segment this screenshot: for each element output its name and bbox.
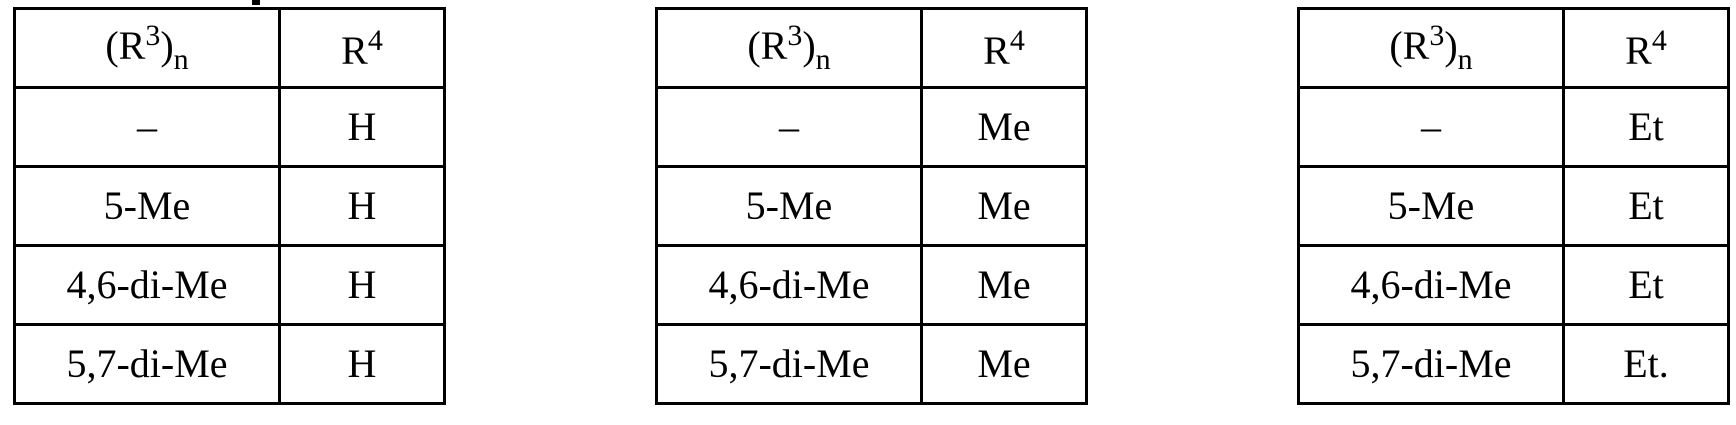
r3n-cell: 5-Me (15, 167, 280, 246)
r3n-cell: 4,6-di-Me (15, 246, 280, 325)
r4-cell: Et (1564, 246, 1729, 325)
header-r4: R4 (922, 9, 1087, 88)
r4-cell: Et (1564, 167, 1729, 246)
cropped-text-fragment (252, 0, 260, 5)
r4-cell: Me (922, 246, 1087, 325)
table-row: 5,7-di-MeMe (657, 325, 1087, 404)
r3n-cell: 5,7-di-Me (15, 325, 280, 404)
r4-cell: H (280, 325, 445, 404)
substituent-table-2: (R3)n R4 –Me 5-MeMe 4,6-di-MeMe 5,7-di-M… (655, 7, 1088, 405)
r4-cell: Me (922, 325, 1087, 404)
header-r3n: (R3)n (15, 9, 280, 88)
r3n-cell: – (657, 88, 922, 167)
header-r4: R4 (1564, 9, 1729, 88)
r4-cell: Me (922, 88, 1087, 167)
header-row: (R3)n R4 (1299, 9, 1729, 88)
r3n-cell: 5,7-di-Me (1299, 325, 1564, 404)
table-row: 4,6-di-MeEt (1299, 246, 1729, 325)
substituent-table-1: (R3)n R4 –H 5-MeH 4,6-di-MeH 5,7-di-MeH (13, 7, 446, 405)
substituent-table-3: (R3)n R4 –Et 5-MeEt 4,6-di-MeEt 5,7-di-M… (1297, 7, 1730, 405)
r4-cell: Et (1564, 88, 1729, 167)
r3n-cell: 5-Me (1299, 167, 1564, 246)
table-row: 5,7-di-MeEt. (1299, 325, 1729, 404)
header-r3n: (R3)n (657, 9, 922, 88)
header-row: (R3)n R4 (15, 9, 445, 88)
table-row: –Et (1299, 88, 1729, 167)
header-r4: R4 (280, 9, 445, 88)
r3n-cell: 5,7-di-Me (657, 325, 922, 404)
r3n-cell: 4,6-di-Me (657, 246, 922, 325)
r4-cell: H (280, 88, 445, 167)
r4-cell: Et. (1564, 325, 1729, 404)
table-row: –Me (657, 88, 1087, 167)
table-row: 5-MeH (15, 167, 445, 246)
table-row: 5,7-di-MeH (15, 325, 445, 404)
table-row: –H (15, 88, 445, 167)
r3n-cell: – (1299, 88, 1564, 167)
table-row: 4,6-di-MeMe (657, 246, 1087, 325)
r4-cell: H (280, 167, 445, 246)
r3n-cell: 5-Me (657, 167, 922, 246)
header-row: (R3)n R4 (657, 9, 1087, 88)
r3n-cell: – (15, 88, 280, 167)
table-row: 5-MeMe (657, 167, 1087, 246)
header-r3n: (R3)n (1299, 9, 1564, 88)
r3n-cell: 4,6-di-Me (1299, 246, 1564, 325)
table-row: 4,6-di-MeH (15, 246, 445, 325)
r4-cell: H (280, 246, 445, 325)
r4-cell: Me (922, 167, 1087, 246)
table-row: 5-MeEt (1299, 167, 1729, 246)
